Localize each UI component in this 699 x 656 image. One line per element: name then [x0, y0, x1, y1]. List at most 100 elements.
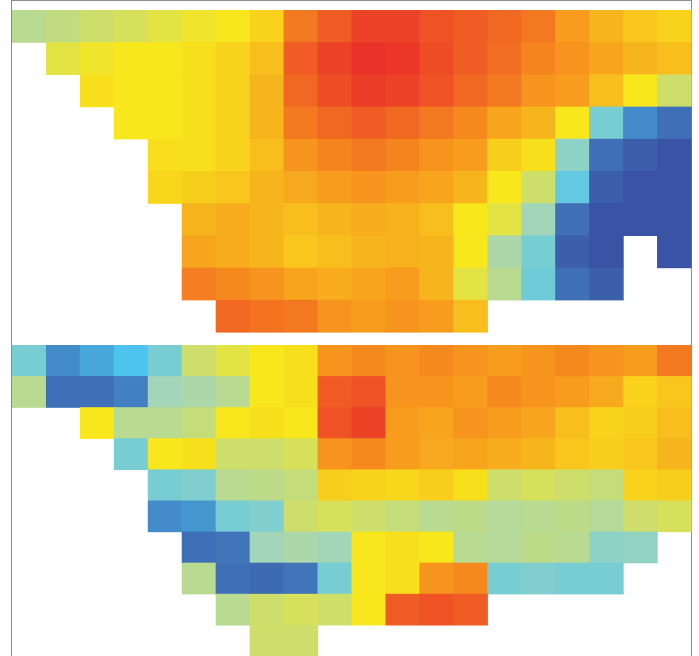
heatmap-cell	[487, 10, 522, 43]
heatmap-cell	[351, 469, 387, 502]
heatmap-cell	[521, 235, 556, 269]
heatmap-cell	[79, 74, 115, 108]
heatmap-cell	[283, 407, 319, 439]
heatmap-cell	[12, 376, 47, 408]
heatmap-cell	[317, 42, 353, 75]
heatmap-cell	[487, 203, 522, 236]
heatmap-cell	[181, 10, 217, 43]
heatmap-cell	[453, 267, 488, 301]
heatmap-cell	[453, 407, 488, 439]
heatmap-cell	[589, 345, 624, 377]
heatmap-cell	[351, 562, 387, 595]
heatmap-cell	[487, 407, 522, 439]
heatmap-cell	[555, 138, 590, 172]
panels	[12, 10, 692, 656]
heatmap-cell	[283, 267, 319, 301]
heatmap-cell	[453, 469, 488, 502]
heatmap-cell	[317, 345, 353, 377]
heatmap-cell	[181, 531, 217, 564]
heatmap-cell	[555, 376, 590, 408]
heatmap-cell	[249, 10, 285, 43]
heatmap-cell	[249, 235, 285, 269]
heatmap-cell	[419, 235, 454, 269]
heatmap-cell	[589, 203, 624, 236]
heatmap-cell	[45, 10, 81, 43]
heatmap-cell	[589, 138, 624, 172]
heatmap-cell	[385, 267, 420, 301]
heatmap-cell	[249, 407, 285, 439]
heatmap-cell	[181, 171, 217, 204]
heatmap-cell	[419, 138, 454, 172]
heatmap-cell	[283, 171, 319, 204]
heatmap-cell	[147, 10, 183, 43]
heatmap-cell	[283, 531, 319, 564]
heatmap-cell	[385, 438, 420, 470]
heatmap-cell	[215, 531, 251, 564]
heatmap-cell	[555, 74, 590, 108]
heatmap-cell	[215, 203, 251, 236]
heatmap-cell	[521, 203, 556, 236]
heatmap-cell	[12, 345, 47, 377]
heatmap-cell	[385, 531, 420, 564]
heatmap-cell	[249, 267, 285, 301]
heatmap-cell	[487, 74, 522, 108]
heatmap-cell	[589, 171, 624, 204]
heatmap-cell	[419, 562, 454, 595]
heatmap-cell	[623, 376, 658, 408]
heatmap-cell	[419, 438, 454, 470]
heatmap-cell	[385, 171, 420, 204]
heatmap-cell	[385, 562, 420, 595]
heatmap-cell	[453, 74, 488, 108]
heatmap-cell	[623, 138, 658, 172]
heatmap-cell	[385, 469, 420, 502]
heatmap-cell	[385, 345, 420, 377]
heatmap-cell	[147, 106, 183, 140]
heatmap-cell	[317, 376, 353, 408]
heatmap-cell	[351, 171, 387, 204]
heatmap-cell	[351, 376, 387, 408]
heatmap-cell	[453, 106, 488, 140]
heatmap-cell	[589, 267, 624, 301]
heatmap-cell	[453, 376, 488, 408]
heatmap-cell	[215, 171, 251, 204]
heatmap-cell	[215, 267, 251, 301]
heatmap-cell	[419, 10, 454, 43]
heatmap-cell	[283, 203, 319, 236]
heatmap-cell	[249, 203, 285, 236]
heatmap-cell	[215, 469, 251, 502]
heatmap-cell	[623, 203, 658, 236]
heatmap-cell	[419, 407, 454, 439]
heatmap-cell	[385, 106, 420, 140]
heatmap-cell	[623, 106, 658, 140]
heatmap-cell	[249, 299, 285, 333]
heatmap-cell	[147, 438, 183, 470]
heatmap-cell	[521, 106, 556, 140]
heatmap-cell	[589, 500, 624, 533]
heatmap-cell	[487, 500, 522, 533]
heatmap-cell	[283, 624, 319, 656]
heatmap-cell	[555, 267, 590, 301]
heatmap-cell	[657, 106, 692, 140]
heatmap-cell	[283, 376, 319, 408]
heatmap-cell	[385, 299, 420, 333]
heatmap-cell	[589, 74, 624, 108]
heatmap-cell	[249, 42, 285, 75]
heatmap-cell	[419, 171, 454, 204]
heatmap-cell	[113, 376, 149, 408]
heatmap-cell	[79, 10, 115, 43]
heatmap-cell	[317, 10, 353, 43]
heatmap-cell	[657, 469, 692, 502]
heatmap-cell	[487, 438, 522, 470]
heatmap-cell	[657, 203, 692, 236]
heatmap-cell	[555, 235, 590, 269]
heatmap-cell	[215, 500, 251, 533]
heatmap-cell	[419, 203, 454, 236]
heatmap-cell	[453, 345, 488, 377]
heatmap-cell	[249, 469, 285, 502]
heatmap-cell	[351, 235, 387, 269]
heatmap-cell	[181, 376, 217, 408]
heatmap-cell	[317, 562, 353, 595]
heatmap-cell	[419, 531, 454, 564]
heatmap-cell	[147, 345, 183, 377]
heatmap-cell	[487, 106, 522, 140]
